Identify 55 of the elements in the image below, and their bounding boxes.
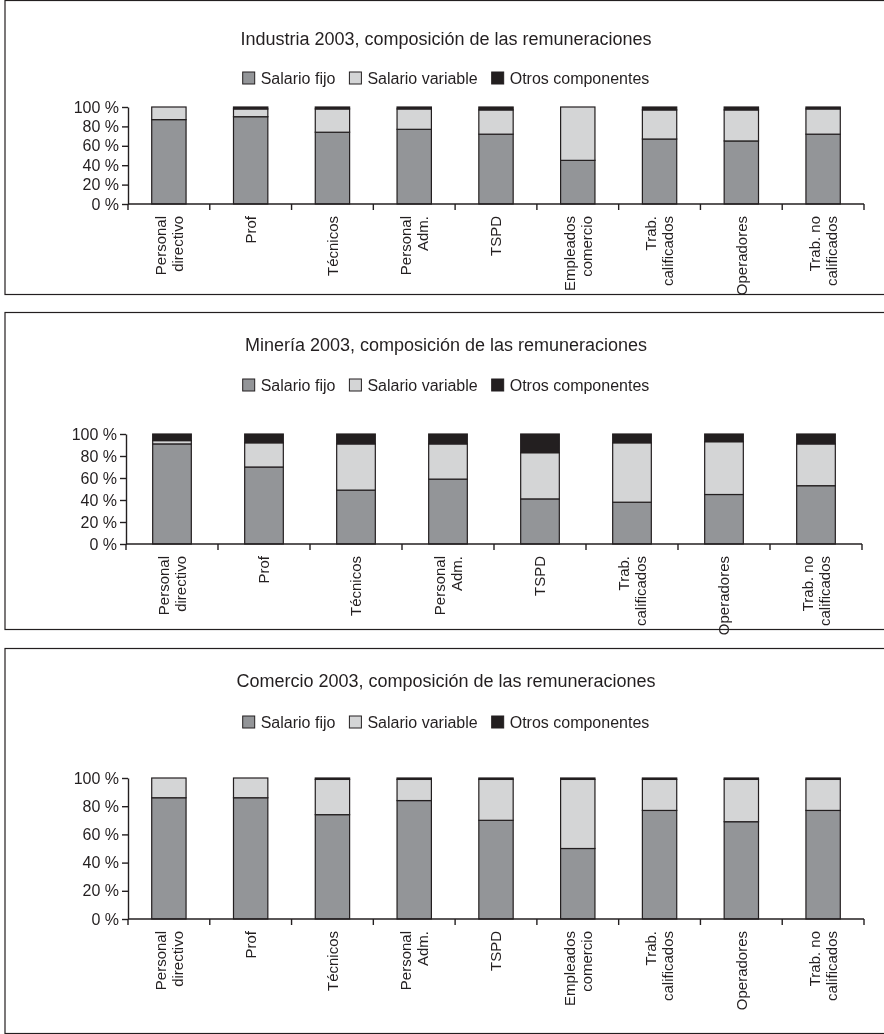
x-tick-label: Operadores (732, 216, 750, 296)
legend-label: Otros componentes (509, 376, 650, 394)
legend-label: Otros componentes (509, 69, 650, 87)
x-tick-label: Prof (241, 215, 259, 244)
y-tick-label: 40 % (82, 156, 119, 174)
x-tick-label: Trab. calificados (614, 556, 649, 627)
y-tick-label: 100 % (71, 425, 117, 443)
y-tick-label: 0 % (89, 535, 117, 553)
x-tick-label: Trab. no calificados (805, 216, 840, 287)
x-tick-label: Técnicos (347, 556, 365, 617)
y-tick-label: 100 % (73, 98, 119, 116)
x-tick-label: Empleados comercio (560, 931, 595, 1007)
legend-label: Salario variable (367, 69, 478, 87)
x-tick-label: Operadores (732, 931, 750, 1011)
x-tick-label: Personal directivo (151, 216, 186, 276)
y-tick-label: 40 % (82, 854, 119, 872)
y-tick-label: 80 % (80, 447, 117, 465)
legend-label: Salario variable (367, 713, 478, 731)
y-tick-label: 20 % (82, 882, 119, 900)
x-tick-label: TSPD (487, 930, 505, 972)
x-tick-label: Prof (255, 555, 273, 584)
legend-label: Salario variable (367, 376, 478, 394)
y-tick-label: 0 % (91, 910, 119, 928)
x-tick-label: Operadores (715, 556, 733, 636)
x-tick-label: Personal directivo (154, 556, 189, 616)
chart-title: Minería 2003, composición de las remuneraciones (244, 335, 648, 355)
y-tick-label: 40 % (80, 491, 117, 509)
chart-title: Comercio 2003, composición de las remuneraciones (236, 671, 656, 691)
y-tick-label: 60 % (82, 826, 119, 844)
x-tick-label: TSPD (487, 215, 505, 257)
x-tick-label: Trab. no calificados (798, 556, 833, 627)
x-tick-label: Personal directivo (151, 931, 186, 991)
legend-label: Salario fijo (260, 376, 336, 394)
legend-label: Otros componentes (509, 713, 650, 731)
legend-label: Salario fijo (260, 69, 336, 87)
bar (152, 433, 192, 442)
x-tick-label: Trab. no calificados (805, 931, 840, 1002)
y-tick-label: 60 % (80, 469, 117, 487)
y-tick-label: 100 % (73, 769, 119, 787)
y-tick-label: 60 % (82, 137, 119, 155)
x-tick-label: TSPD (531, 555, 549, 597)
y-tick-label: 20 % (80, 513, 117, 531)
x-tick-label: Personal Adm. (430, 556, 465, 616)
x-tick-label: Personal Adm. (396, 216, 431, 276)
x-tick-label: Personal Adm. (396, 931, 431, 991)
x-tick-label: Empleados comercio (560, 216, 595, 292)
x-tick-label: Técnicos (323, 931, 341, 992)
y-tick-label: 80 % (82, 118, 119, 136)
y-tick-label: 20 % (82, 176, 119, 194)
y-tick-label: 0 % (91, 195, 119, 213)
x-tick-label: Técnicos (323, 216, 341, 277)
x-tick-label: Prof (241, 930, 259, 959)
y-tick-label: 80 % (82, 797, 119, 815)
chart-title: Industria 2003, composición de las remuneraciones (240, 29, 652, 49)
legend-label: Salario fijo (260, 713, 336, 731)
